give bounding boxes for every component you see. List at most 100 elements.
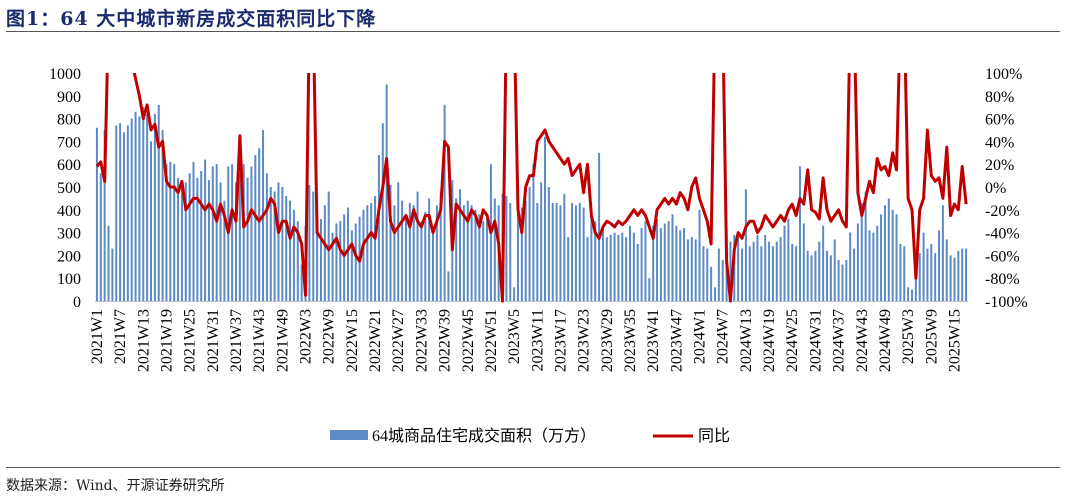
bar: [640, 228, 643, 301]
bar: [853, 248, 856, 301]
bar: [629, 225, 632, 301]
bar: [914, 264, 917, 301]
bar: [756, 234, 759, 301]
x-tick-label: 2021W37: [228, 309, 245, 372]
bar: [180, 180, 183, 301]
bar: [381, 123, 384, 301]
bar: [173, 164, 176, 301]
x-tick-label: 2024W19: [761, 309, 778, 372]
bar: [829, 255, 832, 301]
bar: [420, 221, 423, 301]
legend-line-label: 同比: [698, 427, 730, 445]
bar: [246, 177, 249, 301]
x-tick-label: 2022W39: [437, 309, 454, 372]
bar: [957, 250, 960, 301]
bar: [462, 205, 465, 301]
bar: [99, 173, 102, 301]
bar: [207, 180, 210, 301]
bar: [686, 239, 689, 301]
bar: [161, 130, 164, 301]
bar: [764, 234, 767, 301]
bar: [613, 232, 616, 301]
x-tick-label: 2021W25: [182, 309, 199, 372]
bar: [459, 189, 462, 301]
bar: [760, 246, 763, 301]
legend-bar-swatch: [330, 430, 368, 440]
bar: [238, 173, 241, 301]
bar: [787, 218, 790, 301]
y-right-tick-label: -40%: [985, 226, 1020, 243]
bar: [586, 237, 589, 301]
bar: [470, 205, 473, 301]
bar: [617, 234, 620, 301]
bar: [493, 198, 496, 301]
bar: [810, 255, 813, 301]
bar: [806, 250, 809, 301]
bar: [231, 164, 234, 301]
bar: [150, 141, 153, 301]
bar: [771, 246, 774, 301]
bar: [165, 164, 168, 301]
bar: [663, 223, 666, 301]
x-tick-label: 2024W13: [738, 309, 755, 372]
bar: [296, 221, 299, 301]
y-right-tick-label: 0%: [985, 180, 1006, 197]
bar: [196, 177, 199, 301]
bar: [737, 237, 740, 301]
bar: [841, 264, 844, 301]
bar: [632, 232, 635, 301]
bar: [717, 248, 720, 301]
bar: [694, 239, 697, 301]
x-tick-label: 2023W23: [576, 309, 593, 372]
y-left-tick-label: 500: [57, 180, 81, 197]
bar: [791, 244, 794, 301]
bar: [598, 152, 601, 301]
bar: [594, 221, 597, 301]
bar: [802, 223, 805, 301]
bar: [505, 196, 508, 301]
bar: [146, 114, 149, 301]
bar: [134, 111, 137, 301]
bar: [706, 248, 709, 301]
bar: [744, 189, 747, 301]
title-divider: [6, 31, 1060, 32]
bar: [474, 209, 477, 301]
bar: [424, 212, 427, 301]
bar: [335, 223, 338, 301]
bar: [130, 118, 133, 301]
yoy-line: [95, 73, 968, 303]
x-tick-label: 2021W43: [251, 309, 268, 372]
y-right-tick-label: -60%: [985, 248, 1020, 265]
bar: [215, 164, 218, 301]
bar: [397, 182, 400, 301]
bar: [177, 177, 180, 301]
bar: [223, 200, 226, 301]
bar: [783, 225, 786, 301]
bar: [435, 205, 438, 301]
bar: [466, 200, 469, 301]
x-tick-label: 2023W17: [552, 309, 569, 372]
bar: [601, 225, 604, 301]
bar: [675, 225, 678, 301]
y-right-tick-label: -100%: [985, 294, 1028, 311]
bar: [621, 232, 624, 301]
bar: [582, 207, 585, 301]
x-tick-label: 2024W7: [715, 309, 732, 364]
bar: [153, 114, 156, 301]
bar: [119, 123, 122, 301]
bar: [482, 221, 485, 301]
x-tick-label: 2024W31: [807, 309, 824, 372]
bar: [779, 237, 782, 301]
bar: [347, 207, 350, 301]
bar: [126, 125, 129, 301]
bar: [721, 259, 724, 301]
bar: [374, 196, 377, 301]
bar: [659, 228, 662, 301]
bar: [439, 191, 442, 301]
bar: [934, 253, 937, 301]
bar: [184, 182, 187, 301]
x-tick-label: 2023W47: [668, 309, 685, 372]
bar: [431, 232, 434, 301]
bar: [350, 230, 353, 301]
bar: [883, 205, 886, 301]
